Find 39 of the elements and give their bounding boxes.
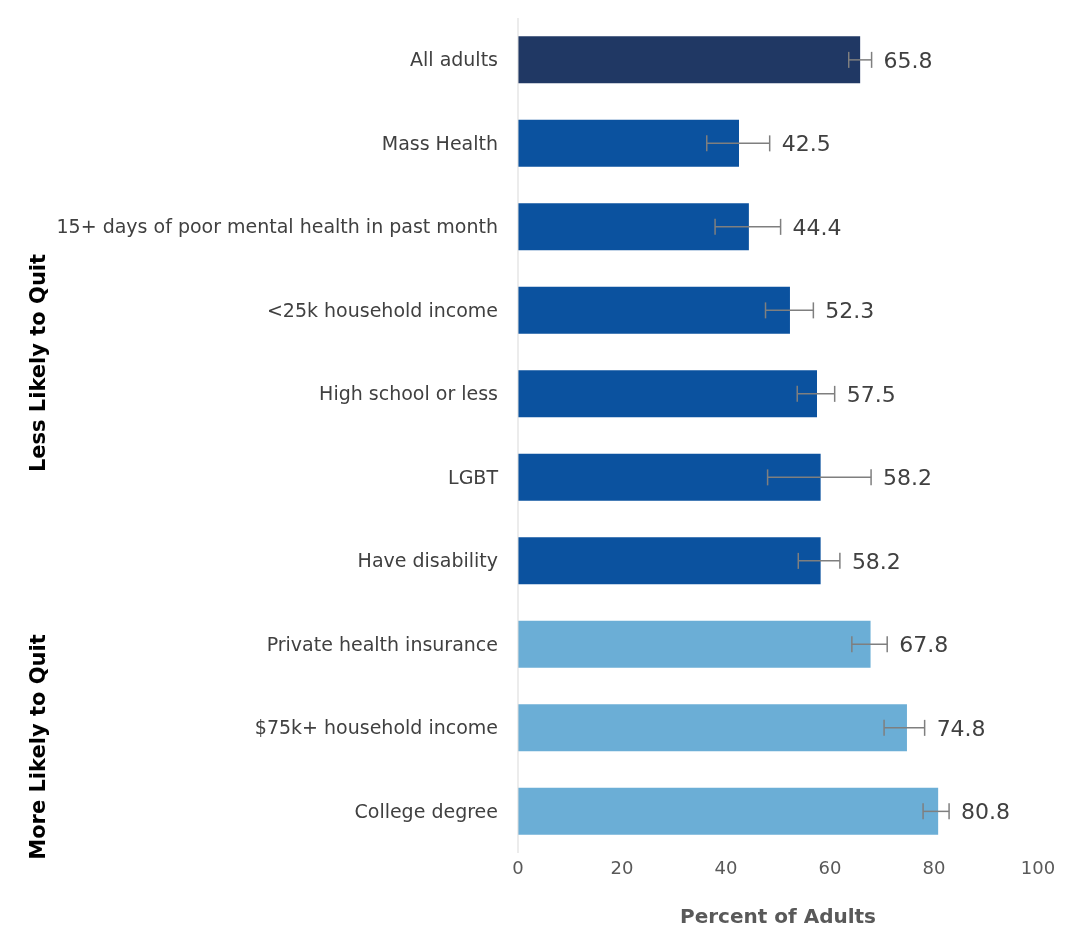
text: Less Likely to Quit — [26, 254, 50, 473]
y-tick-label: College degree — [354, 799, 498, 822]
y-tick-label: Have disability — [357, 549, 498, 572]
bar — [518, 286, 790, 334]
y-tick-label: 15+ days of poor mental health in past month — [56, 215, 498, 238]
data-label: 42.5 — [781, 131, 831, 157]
data-label: 80.8 — [961, 799, 1011, 825]
y-tick-label: High school or less — [319, 382, 498, 405]
y-tick-label: <25k household income — [266, 298, 498, 321]
bar — [518, 620, 871, 668]
y-tick-label: Mass Health — [381, 131, 498, 154]
data-label: 52.3 — [825, 298, 875, 324]
x-tick-label: 20 — [610, 856, 634, 878]
bar — [518, 537, 821, 585]
data-label: 67.8 — [899, 632, 949, 658]
y-tick-label: Private health insurance — [266, 632, 498, 655]
bar — [518, 370, 817, 418]
bar — [518, 787, 939, 835]
data-label: 58.2 — [851, 548, 901, 574]
bar — [518, 36, 861, 84]
bar — [518, 453, 821, 501]
x-tick-label: 100 — [1020, 856, 1056, 878]
data-label: 57.5 — [846, 381, 896, 407]
x-tick-label: 60 — [818, 856, 842, 878]
x-tick-label: 40 — [714, 856, 738, 878]
y-tick-label: LGBT — [448, 465, 499, 488]
data-label: 44.4 — [792, 214, 842, 240]
x-tick-label: 0 — [512, 856, 524, 878]
y-tick-label: All adults — [410, 48, 498, 71]
x-tick-label: 80 — [922, 856, 946, 878]
x-axis-title: Percent of Adults — [679, 904, 877, 928]
y-tick-label: $75k+ household income — [254, 716, 498, 739]
data-label: 65.8 — [883, 47, 933, 73]
bar — [518, 704, 907, 752]
bar — [518, 203, 749, 251]
bar — [518, 119, 739, 167]
data-label: 58.2 — [883, 465, 933, 491]
data-label: 74.8 — [936, 715, 986, 741]
text: More Likely to Quit — [26, 633, 50, 860]
